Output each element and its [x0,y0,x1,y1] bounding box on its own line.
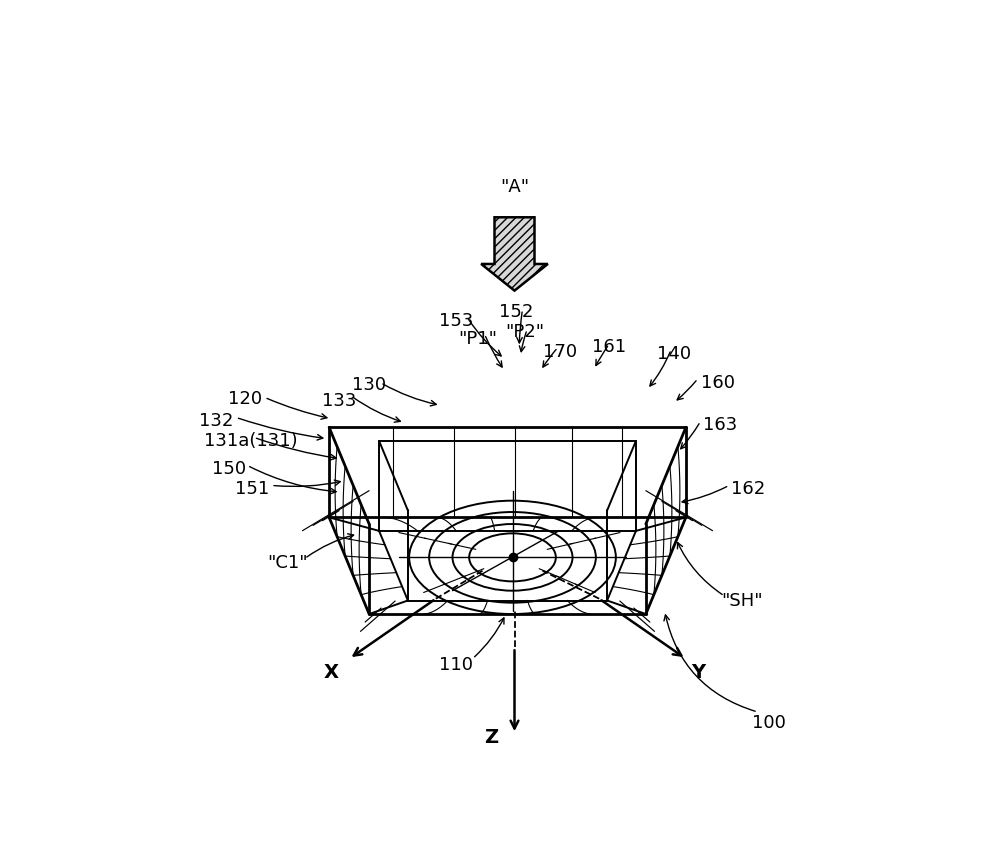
FancyArrowPatch shape [519,332,526,352]
FancyArrowPatch shape [274,480,340,487]
Text: 110: 110 [439,656,473,675]
FancyArrowPatch shape [383,384,436,406]
Text: 132: 132 [199,411,234,430]
FancyArrowPatch shape [682,487,727,504]
FancyArrowPatch shape [517,312,522,343]
Text: 130: 130 [352,377,386,394]
Text: 161: 161 [592,339,626,356]
FancyArrowPatch shape [469,320,501,356]
Text: 153: 153 [439,312,473,330]
Text: "P2": "P2" [505,323,544,341]
Text: Y: Y [691,662,705,682]
FancyArrowPatch shape [650,352,670,386]
Text: 152: 152 [499,303,533,321]
Text: 162: 162 [731,481,765,498]
FancyArrowPatch shape [677,543,722,594]
Text: "A": "A" [500,178,529,197]
FancyArrowPatch shape [677,381,696,400]
Text: Z: Z [484,728,498,746]
Text: "C1": "C1" [267,553,307,572]
Polygon shape [481,217,548,291]
FancyArrowPatch shape [596,346,608,365]
Text: 133: 133 [322,391,356,410]
Text: 170: 170 [543,343,578,361]
FancyArrowPatch shape [486,337,502,367]
FancyArrowPatch shape [267,398,327,419]
Text: 163: 163 [703,417,737,435]
FancyArrowPatch shape [681,423,699,449]
FancyArrowPatch shape [256,438,336,460]
FancyArrowPatch shape [250,467,336,494]
Text: X: X [324,662,339,682]
Text: 151: 151 [235,481,269,498]
Text: 140: 140 [657,345,691,363]
Text: "P1": "P1" [458,330,497,347]
Text: "SH": "SH" [722,591,763,610]
FancyArrowPatch shape [307,533,354,557]
FancyArrowPatch shape [664,615,755,711]
FancyArrowPatch shape [353,397,400,423]
FancyArrowPatch shape [475,618,504,656]
Text: 120: 120 [228,390,262,408]
Text: 150: 150 [212,461,246,478]
Text: 131a(131): 131a(131) [204,431,298,449]
Text: 100: 100 [752,714,786,732]
Text: 160: 160 [701,373,735,391]
FancyArrowPatch shape [238,418,323,440]
FancyArrowPatch shape [543,350,556,367]
